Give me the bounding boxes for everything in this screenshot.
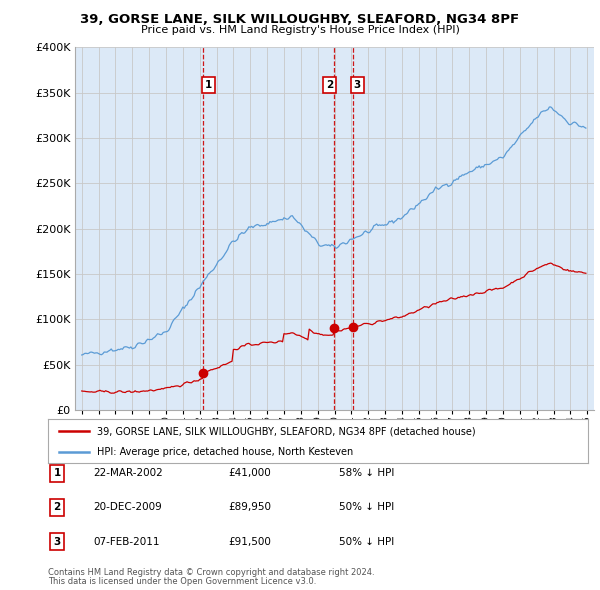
Text: £91,500: £91,500 xyxy=(228,537,271,546)
Text: 39, GORSE LANE, SILK WILLOUGHBY, SLEAFORD, NG34 8PF (detached house): 39, GORSE LANE, SILK WILLOUGHBY, SLEAFOR… xyxy=(97,427,475,436)
Text: 22-MAR-2002: 22-MAR-2002 xyxy=(93,468,163,478)
Text: This data is licensed under the Open Government Licence v3.0.: This data is licensed under the Open Gov… xyxy=(48,578,316,586)
Text: 3: 3 xyxy=(53,537,61,546)
Text: 07-FEB-2011: 07-FEB-2011 xyxy=(93,537,160,546)
Text: Price paid vs. HM Land Registry's House Price Index (HPI): Price paid vs. HM Land Registry's House … xyxy=(140,25,460,35)
Text: 20-DEC-2009: 20-DEC-2009 xyxy=(93,503,162,512)
Text: 2: 2 xyxy=(53,503,61,512)
Text: 3: 3 xyxy=(353,80,361,90)
Text: 1: 1 xyxy=(53,468,61,478)
Text: HPI: Average price, detached house, North Kesteven: HPI: Average price, detached house, Nort… xyxy=(97,447,353,457)
Text: 58% ↓ HPI: 58% ↓ HPI xyxy=(339,468,394,478)
Text: 50% ↓ HPI: 50% ↓ HPI xyxy=(339,503,394,512)
Text: Contains HM Land Registry data © Crown copyright and database right 2024.: Contains HM Land Registry data © Crown c… xyxy=(48,568,374,577)
Text: £41,000: £41,000 xyxy=(228,468,271,478)
Text: 2: 2 xyxy=(326,80,334,90)
Text: 1: 1 xyxy=(205,80,212,90)
Text: 50% ↓ HPI: 50% ↓ HPI xyxy=(339,537,394,546)
Text: 39, GORSE LANE, SILK WILLOUGHBY, SLEAFORD, NG34 8PF: 39, GORSE LANE, SILK WILLOUGHBY, SLEAFOR… xyxy=(80,13,520,26)
Text: £89,950: £89,950 xyxy=(228,503,271,512)
